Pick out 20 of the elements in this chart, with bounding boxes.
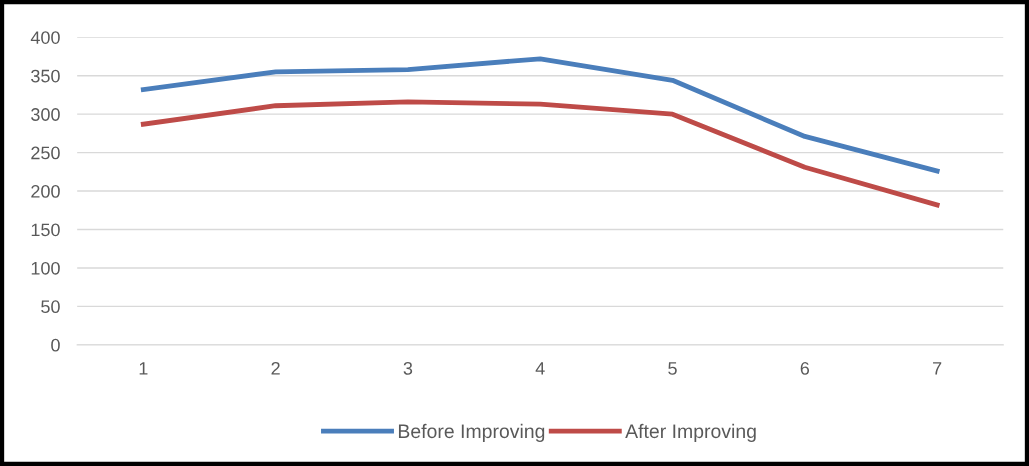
y-tick-label: 400 bbox=[30, 31, 60, 44]
x-tick-label: 7 bbox=[933, 362, 942, 375]
legend-label: Before Improving bbox=[398, 423, 545, 442]
x-tick-label: 3 bbox=[403, 361, 413, 375]
line-series bbox=[140, 99, 940, 208]
x-tick-label: 1 bbox=[139, 362, 148, 375]
y-tick-label: 200 bbox=[31, 184, 60, 198]
y-tick-label: 100 bbox=[31, 261, 60, 275]
y-tick-label: 250 bbox=[31, 146, 60, 160]
y-tick-label: 0 bbox=[51, 338, 60, 352]
y-tick-label: 150 bbox=[31, 223, 60, 237]
y-tick-label: 350 bbox=[31, 69, 60, 83]
x-tick-label: 4 bbox=[535, 362, 545, 375]
y-tick-label: 50 bbox=[41, 300, 60, 314]
x-tick-label: 5 bbox=[668, 362, 677, 375]
x-tick-label: 6 bbox=[800, 361, 810, 375]
line-series bbox=[140, 56, 940, 174]
y-tick-label: 300 bbox=[31, 108, 60, 121]
x-tick-label: 2 bbox=[271, 361, 280, 375]
legend-label: After Improving bbox=[625, 423, 756, 442]
